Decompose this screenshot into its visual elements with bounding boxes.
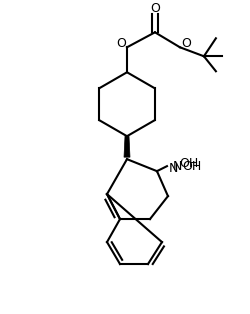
Text: O: O bbox=[116, 37, 126, 50]
Text: OH: OH bbox=[179, 157, 198, 170]
Text: O: O bbox=[181, 37, 191, 50]
Text: N: N bbox=[172, 160, 182, 173]
Text: OH: OH bbox=[182, 160, 202, 173]
Text: N: N bbox=[168, 162, 178, 175]
Polygon shape bbox=[124, 136, 130, 157]
Text: O: O bbox=[150, 2, 160, 15]
